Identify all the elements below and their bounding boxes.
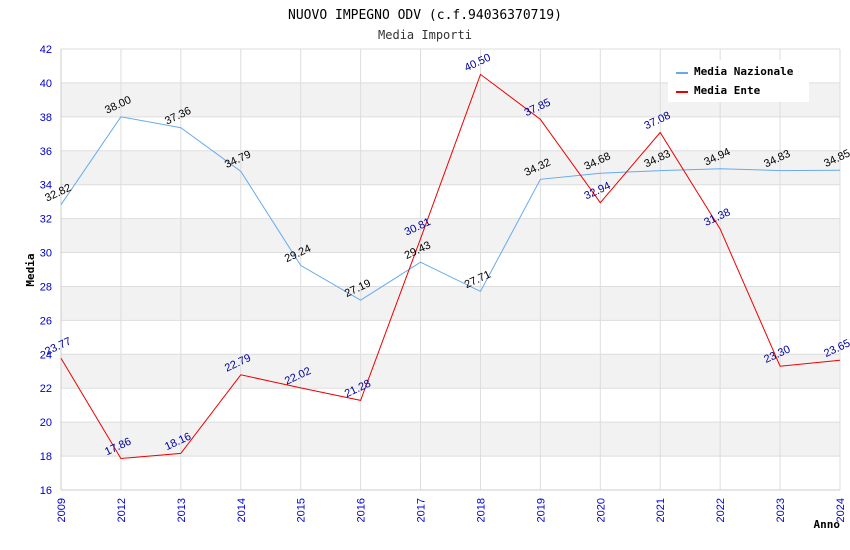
plot-area: [61, 49, 840, 490]
chart-subtitle: Media Importi: [378, 28, 472, 42]
legend-label-media-ente: Media Ente: [694, 84, 761, 97]
y-tick-label: 24: [40, 349, 52, 361]
y-tick-label: 30: [40, 248, 52, 260]
y-tick-label: 40: [40, 78, 52, 90]
x-tick-label: 2015: [296, 498, 308, 522]
y-tick-label: 36: [40, 146, 52, 158]
y-tick-label: 18: [40, 451, 52, 463]
y-tick-label: 26: [40, 315, 52, 327]
legend-box: [668, 60, 809, 102]
y-tick-label: 22: [40, 383, 52, 395]
y-tick-label: 28: [40, 281, 52, 293]
x-axis-label: Anno: [814, 518, 841, 531]
x-tick-label: 2024: [835, 498, 847, 522]
grid-band: [61, 422, 840, 457]
y-tick-label: 42: [40, 44, 52, 56]
x-axis-ticks: 2009 2012 2013 2014 2015 2016 2017 2018 2019 2020…: [56, 498, 847, 522]
y-tick-label: 32: [40, 214, 52, 226]
series-lines: [60, 73, 841, 460]
x-tick-label: 2013: [176, 498, 188, 522]
x-tick-label: 2019: [535, 498, 547, 522]
x-tick-label: 2020: [595, 498, 607, 522]
x-tick-label: 2012: [116, 498, 128, 522]
series-line-media-nazionale: [60, 116, 841, 301]
grid-bands: [61, 49, 840, 490]
grid-band: [61, 286, 840, 321]
legend-label-media-nazionale: Media Nazionale: [694, 65, 794, 78]
y-axis-label: Media: [24, 253, 37, 286]
grid-band: [61, 354, 840, 389]
x-tick-label: 2016: [356, 498, 368, 522]
series-line-media-ente: [60, 73, 841, 460]
x-tick-label: 2021: [655, 498, 667, 522]
y-tick-label: 38: [40, 112, 52, 124]
legend: Media Nazionale Media Ente: [668, 60, 809, 102]
y-tick-label: 20: [40, 417, 52, 429]
x-tick-label: 2022: [715, 498, 727, 522]
chart-title: NUOVO IMPEGNO ODV (c.f.94036370719): [288, 8, 562, 23]
x-tick-label: 2017: [416, 498, 428, 522]
x-tick-label: 2009: [56, 498, 68, 522]
x-tick-label: 2023: [775, 498, 787, 522]
grid-lines: [60, 48, 841, 491]
y-axis-ticks: 16 18 20 22 24 26 28 30 32 34 36 38 40 42: [40, 44, 52, 497]
x-tick-label: 2018: [475, 498, 487, 522]
grid-band: [61, 218, 840, 253]
y-tick-label: 16: [40, 485, 52, 497]
x-tick-label: 2014: [236, 498, 248, 522]
y-tick-label: 34: [40, 180, 52, 192]
